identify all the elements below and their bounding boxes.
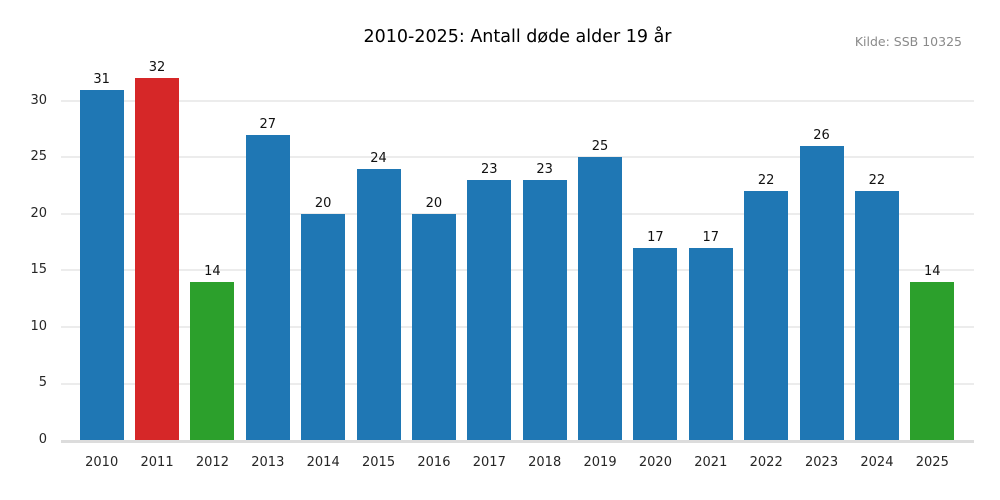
bar-slot-2012: 14 bbox=[185, 60, 240, 440]
bar-slot-2016: 20 bbox=[406, 60, 461, 440]
bar-2022 bbox=[744, 191, 789, 440]
bar-2015 bbox=[356, 168, 401, 440]
bar-value-label-2024: 22 bbox=[868, 173, 886, 189]
bar-value-label-2013: 27 bbox=[259, 116, 277, 132]
y-tick-label-25: 25 bbox=[30, 149, 47, 165]
bar-slot-2019: 25 bbox=[572, 60, 627, 440]
x-tick-label-2012: 2012 bbox=[195, 455, 229, 470]
bar-value-label-2011: 32 bbox=[148, 60, 166, 76]
x-tick-label-2010: 2010 bbox=[85, 455, 119, 470]
y-tick-label-20: 20 bbox=[30, 205, 47, 221]
bar-slot-2014: 20 bbox=[296, 60, 351, 440]
bar-2020 bbox=[633, 247, 678, 440]
gridline-y-10 bbox=[61, 325, 974, 328]
gridline-y-30 bbox=[61, 99, 974, 102]
y-tick-label-30: 30 bbox=[30, 92, 47, 108]
bar-2014 bbox=[301, 213, 346, 440]
y-tick-label-10: 10 bbox=[30, 318, 47, 334]
bar-value-label-2021: 17 bbox=[702, 229, 720, 245]
x-tick-label-2013: 2013 bbox=[251, 455, 285, 470]
bars-container: 31 32 14 27 20 24 20 23 23 25 17 17 22 26 22 14 bbox=[74, 60, 960, 440]
bar-value-label-2010: 31 bbox=[93, 71, 110, 87]
y-axis-tick-labels: 0 5 10 15 20 25 30 bbox=[0, 60, 47, 447]
bar-slot-2011: 32 bbox=[129, 60, 184, 440]
bar-2016 bbox=[411, 213, 456, 440]
x-tick-label-2023: 2023 bbox=[805, 455, 839, 470]
x-tick-label-2016: 2016 bbox=[417, 455, 451, 470]
x-tick-label-2015: 2015 bbox=[362, 455, 396, 470]
bar-2010 bbox=[79, 89, 124, 440]
x-tick-label-2025: 2025 bbox=[915, 455, 949, 470]
bar-2018 bbox=[522, 180, 567, 440]
x-tick-label-2011: 2011 bbox=[140, 455, 174, 470]
bar-value-label-2023: 26 bbox=[813, 128, 830, 144]
bar-2024 bbox=[854, 191, 899, 440]
plot-area: 31 32 14 27 20 24 20 23 23 25 17 17 22 26 22 14 bbox=[61, 60, 974, 443]
bar-2021 bbox=[688, 247, 733, 440]
gridline-y-25 bbox=[61, 156, 974, 159]
bar-2017 bbox=[467, 180, 512, 440]
bar-slot-2022: 22 bbox=[739, 60, 794, 440]
bar-slot-2020: 17 bbox=[628, 60, 683, 440]
bar-value-label-2019: 25 bbox=[591, 139, 609, 155]
gridline-y-15 bbox=[61, 269, 974, 272]
bar-value-label-2025: 14 bbox=[924, 263, 941, 279]
bar-value-label-2017: 23 bbox=[481, 162, 498, 178]
bar-value-label-2018: 23 bbox=[536, 162, 553, 178]
x-tick-label-2021: 2021 bbox=[694, 455, 728, 470]
gridline-y-5 bbox=[61, 382, 974, 385]
x-axis-baseline bbox=[61, 440, 974, 443]
x-tick-label-2014: 2014 bbox=[306, 455, 340, 470]
x-axis-tick-labels: 2010 2011 2012 2013 2014 2015 2016 2017 2018 2019… bbox=[74, 455, 960, 470]
bar-slot-2010: 31 bbox=[74, 60, 129, 440]
bar-value-label-2014: 20 bbox=[314, 195, 332, 211]
y-tick-label-0: 0 bbox=[38, 432, 47, 447]
bar-slot-2024: 22 bbox=[849, 60, 904, 440]
x-tick-label-2020: 2020 bbox=[638, 455, 672, 470]
x-tick-label-2018: 2018 bbox=[528, 455, 562, 470]
bar-value-label-2012: 14 bbox=[204, 263, 221, 279]
bar-2012 bbox=[190, 281, 235, 440]
bar-slot-2015: 24 bbox=[351, 60, 406, 440]
bar-value-label-2020: 17 bbox=[647, 229, 664, 245]
bar-slot-2018: 23 bbox=[517, 60, 572, 440]
x-tick-label-2022: 2022 bbox=[749, 455, 783, 470]
bar-slot-2021: 17 bbox=[683, 60, 738, 440]
chart-title: 2010-2025: Antall døde alder 19 år bbox=[363, 27, 672, 47]
gridline-y-20 bbox=[61, 212, 974, 215]
bar-2011 bbox=[135, 78, 180, 440]
y-tick-label-5: 5 bbox=[38, 375, 47, 391]
bar-2025 bbox=[910, 281, 955, 440]
bar-2019 bbox=[578, 157, 623, 440]
bar-slot-2017: 23 bbox=[462, 60, 517, 440]
chart-source-note: Kilde: SSB 10325 bbox=[854, 34, 962, 49]
bar-2013 bbox=[245, 134, 290, 440]
x-tick-label-2017: 2017 bbox=[472, 455, 506, 470]
x-tick-label-2024: 2024 bbox=[860, 455, 894, 470]
bar-2023 bbox=[799, 146, 844, 440]
bar-slot-2025: 14 bbox=[905, 60, 960, 440]
bar-value-label-2016: 20 bbox=[425, 195, 443, 211]
bar-slot-2023: 26 bbox=[794, 60, 849, 440]
bar-slot-2013: 27 bbox=[240, 60, 295, 440]
y-tick-label-15: 15 bbox=[30, 262, 47, 278]
bar-value-label-2022: 22 bbox=[757, 173, 775, 189]
x-tick-label-2019: 2019 bbox=[583, 455, 617, 470]
bar-value-label-2015: 24 bbox=[370, 150, 387, 166]
